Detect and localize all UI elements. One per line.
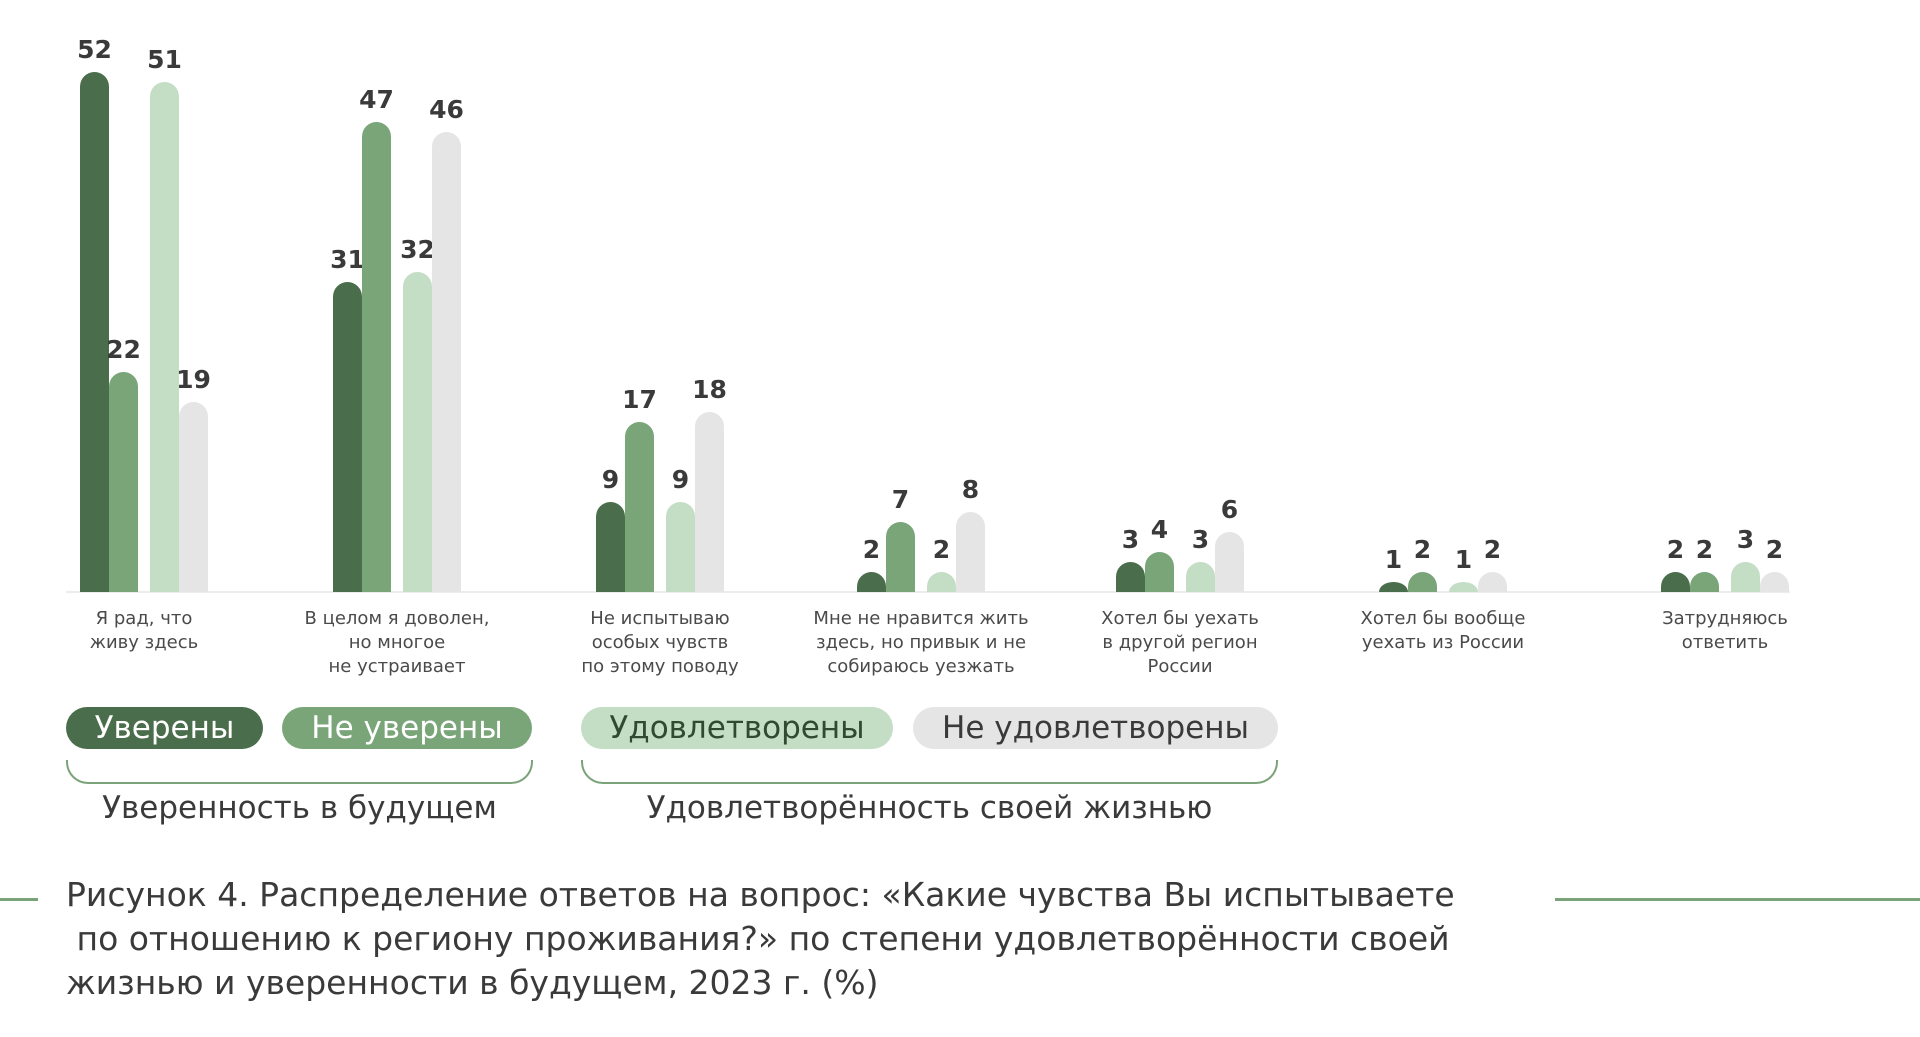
bar-value-label: 6 bbox=[1221, 495, 1238, 524]
category-label-line: но многое bbox=[349, 632, 445, 653]
category-label: Не испытываю особых чувств по этому поводу bbox=[581, 608, 739, 677]
satisfaction-group-title: Удовлетворённость своей жизнью bbox=[646, 790, 1213, 826]
legend-not-satisfied: Не удовлетворены bbox=[913, 707, 1278, 749]
bar-value-label: 9 bbox=[602, 465, 619, 494]
bar-value-label: 31 bbox=[330, 245, 365, 274]
bar-value-label: 3 bbox=[1737, 525, 1754, 554]
bar-value-label: 7 bbox=[892, 485, 909, 514]
caption-rule-right bbox=[1555, 898, 1920, 901]
bar bbox=[80, 72, 109, 592]
category-label-line: Хотел бы уехать bbox=[1101, 608, 1259, 629]
bar-value-label: 2 bbox=[863, 535, 880, 564]
bar bbox=[109, 372, 138, 592]
figure-caption: Рисунок 4. Распределение ответов на вопр… bbox=[66, 873, 1526, 1005]
category-label: Хотел бы уехать в другой регион России bbox=[1101, 608, 1259, 677]
bar-value-label: 4 bbox=[1151, 515, 1168, 544]
category-label-line: не устраивает bbox=[329, 656, 466, 677]
bar-value-label: 51 bbox=[147, 45, 182, 74]
bar bbox=[179, 402, 208, 592]
bar bbox=[403, 272, 432, 592]
caption-line-2: по отношению к региону проживания?» по с… bbox=[66, 919, 1450, 958]
bar bbox=[1690, 572, 1719, 592]
bar-value-label: 9 bbox=[672, 465, 689, 494]
bar-value-label: 46 bbox=[429, 95, 464, 124]
category-label-line: Мне не нравится жить bbox=[813, 608, 1028, 629]
category-label-line: Я рад, что bbox=[96, 608, 193, 629]
bar bbox=[1215, 532, 1244, 592]
bar-value-label: 19 bbox=[176, 365, 211, 394]
category-label-line: живу здесь bbox=[90, 632, 199, 653]
bar bbox=[1186, 562, 1215, 592]
category-label-line: В целом я доволен, bbox=[305, 608, 490, 629]
category-label-line: Хотел бы вообще bbox=[1361, 608, 1526, 629]
bar bbox=[956, 512, 985, 592]
category-label: Мне не нравится жить здесь, но привык и н… bbox=[813, 608, 1028, 677]
bar-value-label: 1 bbox=[1385, 545, 1402, 574]
bar-value-label: 3 bbox=[1192, 525, 1209, 554]
bar bbox=[927, 572, 956, 592]
bar-value-label: 2 bbox=[1766, 535, 1783, 564]
bar bbox=[1661, 572, 1690, 592]
category-label-line: Затрудняюсь bbox=[1662, 608, 1788, 629]
bar-value-label: 2 bbox=[1414, 535, 1431, 564]
category-label-line: Не испытываю bbox=[590, 608, 729, 629]
bar bbox=[1731, 562, 1760, 592]
bar bbox=[886, 522, 915, 592]
bar bbox=[596, 502, 625, 592]
bar-value-label: 8 bbox=[962, 475, 979, 504]
category-label: Затрудняюсь ответить bbox=[1662, 608, 1788, 653]
legend-satisfied: Удовлетворены bbox=[581, 707, 893, 749]
bar bbox=[1145, 552, 1174, 592]
category-label-line: в другой регион bbox=[1102, 632, 1257, 653]
bar bbox=[1116, 562, 1145, 592]
bar-value-label: 3 bbox=[1122, 525, 1139, 554]
category-label-line: России bbox=[1147, 656, 1212, 677]
category-label-line: особых чувств bbox=[592, 632, 729, 653]
bar bbox=[1760, 572, 1789, 592]
caption-line-3: жизнью и уверенности в будущем, 2023 г. … bbox=[66, 963, 879, 1002]
bar bbox=[857, 572, 886, 592]
category-label: Хотел бы вообще уехать из России bbox=[1361, 608, 1526, 653]
category-label: Я рад, что живу здесь bbox=[90, 608, 199, 653]
bar bbox=[1449, 582, 1478, 592]
bar bbox=[1408, 572, 1437, 592]
bar bbox=[362, 121, 391, 592]
bar bbox=[695, 412, 724, 592]
category-label-line: ответить bbox=[1682, 632, 1768, 653]
bar bbox=[1379, 582, 1408, 592]
bar-value-label: 2 bbox=[933, 535, 950, 564]
bar-value-label: 22 bbox=[106, 335, 141, 364]
bar-value-label: 32 bbox=[400, 235, 435, 264]
confidence-group-title: Уверенность в будущем bbox=[102, 790, 497, 826]
bar-value-label: 17 bbox=[622, 385, 657, 414]
bar bbox=[150, 82, 179, 592]
bar-value-label: 2 bbox=[1667, 535, 1684, 564]
category-label-line: собираюсь уезжать bbox=[827, 656, 1014, 677]
bar-value-label: 2 bbox=[1696, 535, 1713, 564]
bar bbox=[432, 132, 461, 592]
bar-value-label: 1 bbox=[1455, 545, 1472, 574]
bar bbox=[333, 282, 362, 592]
satisfaction-brace bbox=[581, 760, 1278, 784]
category-label-line: уехать из России bbox=[1362, 632, 1524, 653]
bar bbox=[666, 502, 695, 592]
confidence-brace bbox=[66, 760, 533, 784]
bar-value-label: 52 bbox=[77, 35, 112, 64]
category-label: В целом я доволен, но многое не устраивает bbox=[305, 608, 490, 677]
category-label-line: по этому поводу bbox=[581, 656, 739, 677]
bar bbox=[1478, 572, 1507, 592]
legend-not-confident: Не уверены bbox=[282, 707, 532, 749]
legend-confident: Уверены bbox=[66, 707, 263, 749]
category-label-line: здесь, но привык и не bbox=[816, 632, 1026, 653]
bar bbox=[625, 422, 654, 592]
bar-value-label: 2 bbox=[1484, 535, 1501, 564]
bar-value-label: 18 bbox=[692, 375, 727, 404]
bar-value-label: 47 bbox=[359, 85, 394, 114]
caption-rule-left bbox=[0, 898, 38, 901]
caption-line-1: Рисунок 4. Распределение ответов на вопр… bbox=[66, 875, 1455, 914]
